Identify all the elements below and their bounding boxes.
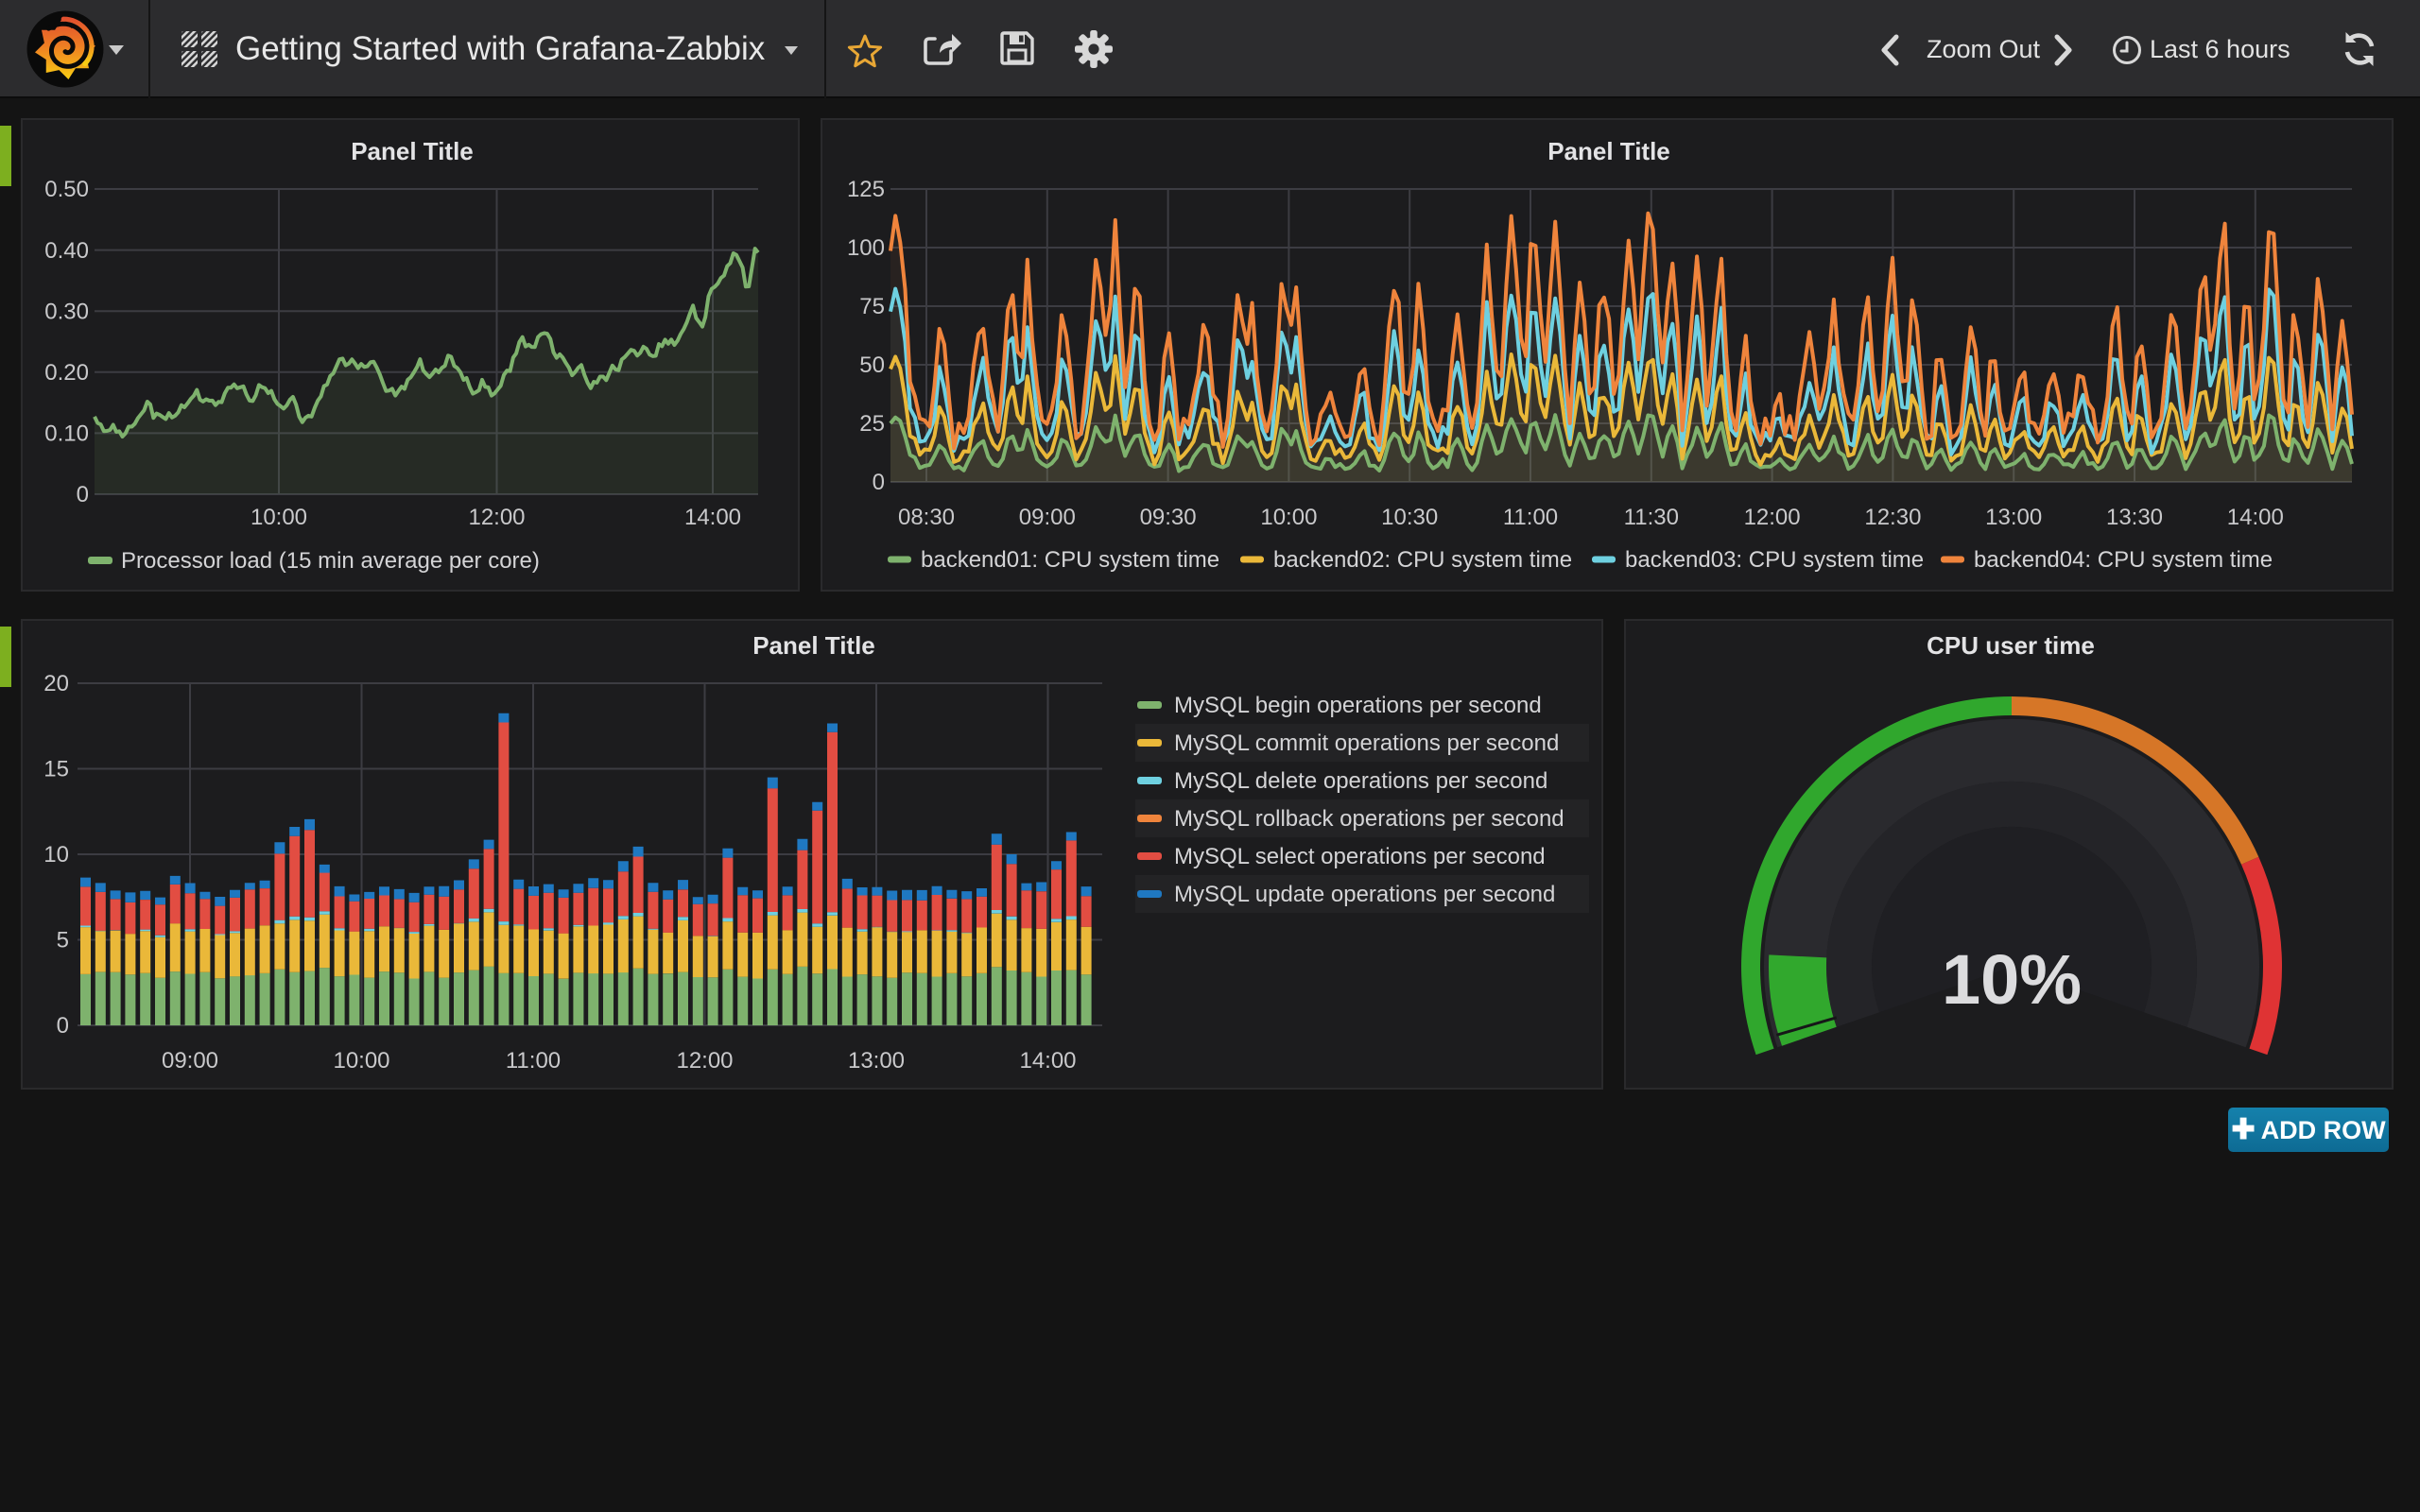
svg-text:15: 15	[43, 757, 69, 782]
svg-text:0: 0	[57, 1013, 69, 1039]
svg-text:0.50: 0.50	[44, 177, 89, 202]
svg-text:13:30: 13:30	[2106, 505, 2163, 530]
svg-text:5: 5	[57, 928, 69, 954]
svg-text:11:30: 11:30	[1624, 505, 1679, 530]
svg-text:09:30: 09:30	[1140, 505, 1197, 530]
svg-text:13:00: 13:00	[1985, 505, 2042, 530]
svg-text:MySQL select operations per se: MySQL select operations per second	[1174, 844, 1546, 869]
svg-text:125: 125	[847, 177, 885, 202]
svg-text:20: 20	[43, 671, 69, 696]
svg-text:09:00: 09:00	[162, 1048, 218, 1074]
svg-text:0: 0	[77, 482, 89, 507]
svg-text:08:30: 08:30	[898, 505, 955, 530]
svg-text:75: 75	[859, 294, 885, 319]
svg-text:0.20: 0.20	[44, 360, 89, 386]
svg-text:MySQL commit operations per se: MySQL commit operations per second	[1174, 730, 1559, 756]
svg-text:100: 100	[847, 235, 885, 261]
svg-text:CPU user time: CPU user time	[1927, 631, 2095, 660]
svg-text:MySQL update operations per se: MySQL update operations per second	[1174, 882, 1555, 907]
svg-text:13:00: 13:00	[848, 1048, 905, 1074]
svg-text:10:30: 10:30	[1381, 505, 1438, 530]
svg-text:MySQL begin operations per sec: MySQL begin operations per second	[1174, 693, 1542, 718]
svg-text:12:00: 12:00	[1744, 505, 1801, 530]
svg-text:11:00: 11:00	[1503, 505, 1558, 530]
svg-text:12:00: 12:00	[676, 1048, 733, 1074]
svg-text:backend04: CPU system time: backend04: CPU system time	[1974, 547, 2273, 573]
svg-text:Panel Title: Panel Title	[351, 137, 474, 165]
svg-text:14:00: 14:00	[684, 505, 741, 530]
svg-text:11:00: 11:00	[506, 1048, 561, 1074]
svg-text:0: 0	[873, 470, 885, 495]
svg-text:MySQL delete operations per se: MySQL delete operations per second	[1174, 768, 1547, 794]
svg-text:Processor load (15 min average: Processor load (15 min average per core)	[121, 548, 540, 574]
svg-text:14:00: 14:00	[2227, 505, 2284, 530]
svg-text:25: 25	[859, 411, 885, 437]
svg-text:0.40: 0.40	[44, 238, 89, 264]
svg-text:10:00: 10:00	[251, 505, 307, 530]
svg-text:12:30: 12:30	[1864, 505, 1921, 530]
svg-text:50: 50	[859, 352, 885, 378]
svg-text:0.10: 0.10	[44, 421, 89, 447]
svg-text:backend02: CPU system time: backend02: CPU system time	[1273, 547, 1572, 573]
svg-text:10%: 10%	[1942, 940, 2082, 1019]
svg-text:MySQL rollback operations per: MySQL rollback operations per second	[1174, 806, 1564, 832]
svg-text:10:00: 10:00	[333, 1048, 389, 1074]
svg-text:12:00: 12:00	[468, 505, 525, 530]
svg-text:backend01: CPU system time: backend01: CPU system time	[921, 547, 1219, 573]
svg-text:backend03: CPU system time: backend03: CPU system time	[1625, 547, 1924, 573]
svg-text:Panel Title: Panel Title	[752, 631, 875, 660]
svg-text:10: 10	[43, 842, 69, 868]
svg-text:0.30: 0.30	[44, 299, 89, 324]
svg-text:Panel Title: Panel Title	[1547, 137, 1670, 165]
svg-text:14:00: 14:00	[1019, 1048, 1076, 1074]
svg-text:10:00: 10:00	[1260, 505, 1317, 530]
svg-text:09:00: 09:00	[1019, 505, 1076, 530]
